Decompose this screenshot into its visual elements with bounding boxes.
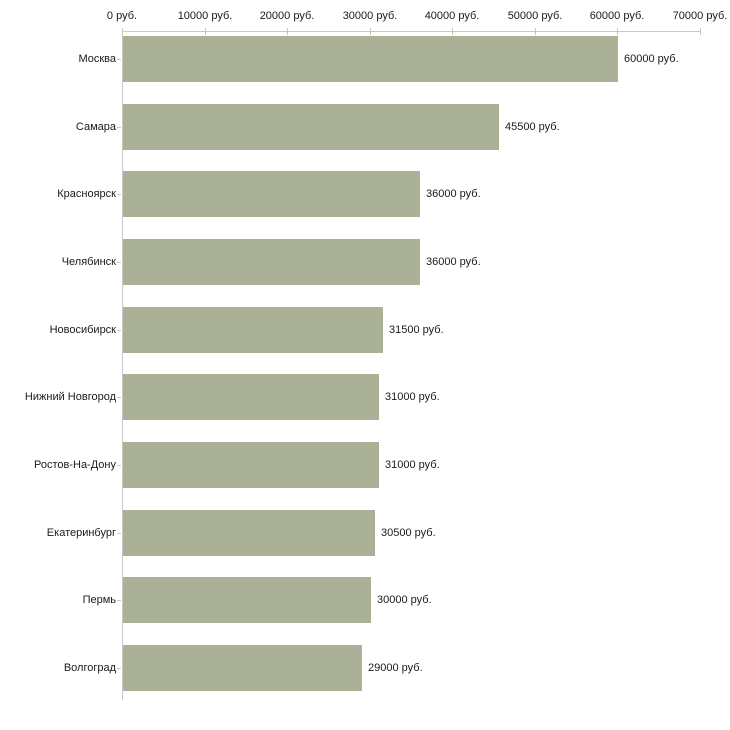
category-label: Пермь [82, 594, 116, 606]
bar-value-label: 31000 руб. [385, 391, 440, 403]
category-label: Самара [75, 121, 116, 133]
x-tick-mark [617, 28, 618, 35]
bar [123, 104, 499, 150]
bar-value-label: 36000 руб. [426, 188, 481, 200]
bar [123, 171, 420, 217]
category-label: Екатеринбург [46, 527, 116, 539]
bar [123, 374, 379, 420]
y-tick-mark [117, 127, 121, 128]
y-tick-mark [117, 465, 121, 466]
bar [123, 510, 375, 556]
y-axis-line [122, 31, 123, 700]
y-tick-mark [117, 59, 121, 60]
y-tick-mark [117, 397, 121, 398]
x-tick-label: 0 руб. [106, 10, 138, 22]
x-axis-line [122, 31, 701, 32]
x-tick-mark [535, 28, 536, 35]
y-tick-mark [117, 262, 121, 263]
bar [123, 239, 420, 285]
x-tick-mark [287, 28, 288, 35]
category-label: Нижний Новгород [24, 391, 116, 403]
category-label: Ростов-На-Дону [33, 459, 116, 471]
bar [123, 307, 383, 353]
x-tick-label: 30000 руб. [342, 10, 398, 22]
y-tick-mark [117, 533, 121, 534]
x-tick-label: 20000 руб. [259, 10, 315, 22]
category-label: Волгоград [63, 662, 116, 674]
category-label: Красноярск [57, 188, 116, 200]
category-label: Челябинск [61, 256, 116, 268]
bar [123, 645, 362, 691]
y-tick-mark [117, 330, 121, 331]
bar-value-label: 45500 руб. [505, 121, 560, 133]
x-tick-mark [122, 28, 123, 35]
bar [123, 36, 618, 82]
bar-value-label: 29000 руб. [368, 662, 423, 674]
bar-value-label: 31000 руб. [385, 459, 440, 471]
x-tick-label: 40000 руб. [424, 10, 480, 22]
x-tick-mark [452, 28, 453, 35]
x-tick-label: 70000 руб. [672, 10, 728, 22]
x-tick-label: 10000 руб. [177, 10, 233, 22]
bar-value-label: 36000 руб. [426, 256, 481, 268]
category-label: Новосибирск [49, 324, 116, 336]
y-tick-mark [117, 668, 121, 669]
bar [123, 442, 379, 488]
x-tick-label: 60000 руб. [589, 10, 645, 22]
x-tick-mark [700, 28, 701, 35]
category-label: Москва [78, 53, 116, 65]
y-tick-mark [117, 600, 121, 601]
bar-value-label: 30000 руб. [377, 594, 432, 606]
y-tick-mark [117, 194, 121, 195]
x-tick-label: 50000 руб. [507, 10, 563, 22]
x-tick-mark [205, 28, 206, 35]
bar-value-label: 30500 руб. [381, 527, 436, 539]
bar-value-label: 31500 руб. [389, 324, 444, 336]
bar [123, 577, 371, 623]
x-tick-mark [370, 28, 371, 35]
bar-value-label: 60000 руб. [624, 53, 679, 65]
